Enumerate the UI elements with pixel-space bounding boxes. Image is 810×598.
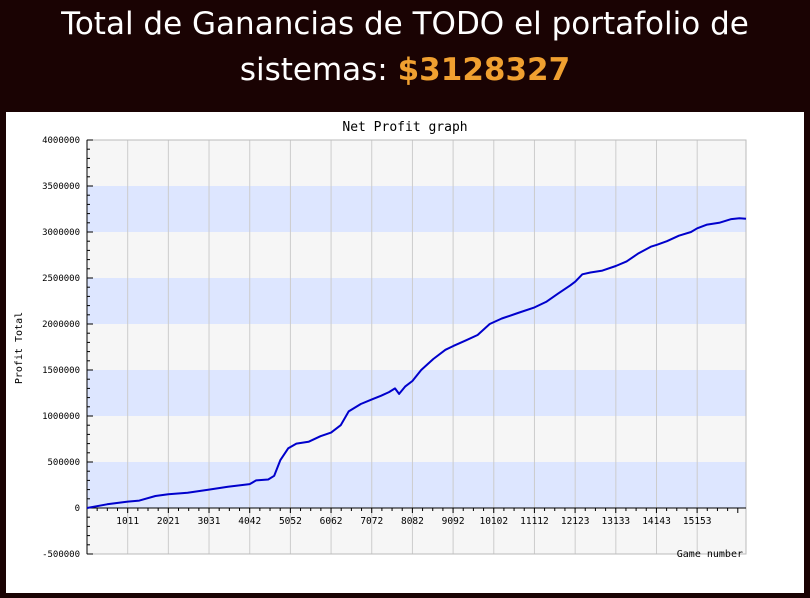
- x-tick-label: 10102: [479, 516, 508, 527]
- x-axis-ticks: 1011 2021 3031 4042 5052 6062 7072 8082 9092 1010…: [86, 508, 739, 527]
- x-tick-label: 6062: [320, 516, 343, 527]
- plot-band: [87, 462, 746, 508]
- y-tick-label: 3000000: [42, 228, 80, 238]
- vertical-gridlines: [127, 140, 698, 554]
- chart-title: Net Profit graph: [342, 120, 467, 135]
- y-tick-label: 500000: [47, 458, 80, 468]
- header-title-line1: Total de Ganancias de TODO el portafolio…: [61, 6, 749, 42]
- y-tick-label: 2500000: [42, 274, 80, 284]
- y-tick-label: 2000000: [42, 320, 80, 330]
- plot-band: [87, 278, 746, 324]
- y-tick-label: 3500000: [42, 182, 80, 192]
- plot-band: [87, 508, 746, 554]
- x-tick-label: 8082: [401, 516, 424, 527]
- x-tick-label: 12123: [561, 516, 590, 527]
- page-header: Total de Ganancias de TODO el portafolio…: [0, 0, 810, 108]
- x-tick-label: 4042: [238, 516, 261, 527]
- y-axis-ticks: 4000000 3500000 3000000 2500000 2000000 15000…: [42, 136, 93, 560]
- x-tick-label: 14143: [642, 516, 671, 527]
- plot-band: [87, 140, 746, 186]
- x-tick-label: 3031: [198, 516, 221, 527]
- net-profit-chart: 4000000 3500000 3000000 2500000 2000000 15000…: [14, 120, 747, 560]
- header-title-line2: sistemas: $3128327: [0, 48, 810, 92]
- x-tick-label: 9092: [442, 516, 465, 527]
- plot-band: [87, 324, 746, 370]
- y-tick-label: 1500000: [42, 366, 80, 376]
- x-tick-label: 2021: [157, 516, 180, 527]
- x-tick-label: 1011: [116, 516, 139, 527]
- series-layer: [86, 217, 747, 509]
- y-axis-label: Profit Total: [14, 312, 25, 384]
- plot-band: [87, 416, 746, 462]
- x-tick-label: 5052: [279, 516, 302, 527]
- y-tick-label: 4000000: [42, 136, 80, 146]
- plot-band: [87, 370, 746, 416]
- series-line-net-profit: [86, 217, 747, 509]
- plot-bands: [87, 140, 746, 554]
- x-tick-label: 7072: [360, 516, 383, 527]
- x-tick-label: 15153: [683, 516, 712, 527]
- y-tick-label: 0: [75, 504, 80, 514]
- y-tick-label: -500000: [42, 550, 80, 560]
- total-profit-amount: $3128327: [397, 52, 571, 88]
- plot-band: [87, 232, 746, 278]
- chart-panel: 4000000 3500000 3000000 2500000 2000000 15000…: [6, 112, 804, 593]
- plot-band: [87, 186, 746, 232]
- y-tick-label: 1000000: [42, 412, 80, 422]
- header-title-line2-prefix: sistemas:: [239, 52, 388, 88]
- x-tick-label: 13133: [602, 516, 631, 527]
- x-axis-label: Game number: [677, 549, 743, 560]
- x-tick-label: 11112: [520, 516, 549, 527]
